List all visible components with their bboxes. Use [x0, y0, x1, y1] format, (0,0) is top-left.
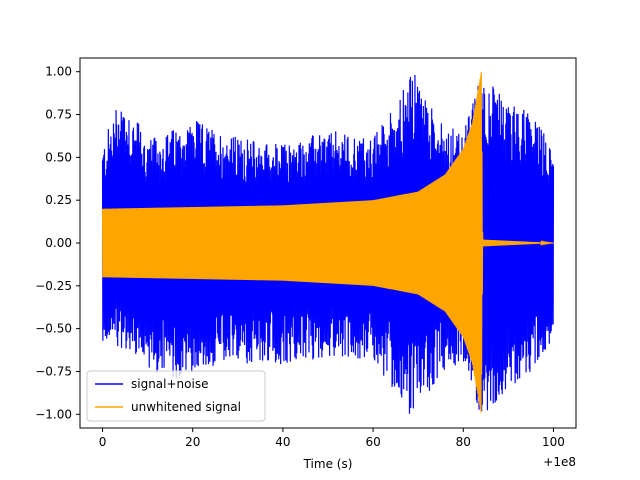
y-tick-label: 0.00 — [45, 236, 72, 250]
series-layer — [101, 71, 555, 414]
x-offset-label: +1e8 — [543, 455, 576, 469]
x-axis-label: Time (s) — [303, 457, 353, 471]
x-tick-label: 0 — [99, 435, 107, 449]
y-tick-label: −0.75 — [35, 364, 72, 378]
axes-layer: 0 20 40 60 80 100 −1.00 −0.75 −0.50 −0.25 0.00 0.25… — [35, 57, 577, 449]
legend-label-signal-noise: signal+noise — [131, 377, 208, 391]
x-tick-label: 20 — [185, 435, 200, 449]
y-tick-label: 0.50 — [45, 150, 72, 164]
y-tick-label: 0.25 — [45, 193, 72, 207]
x-tick-label: 40 — [275, 435, 290, 449]
x-tick-label: 100 — [542, 435, 565, 449]
x-tick-label: 80 — [456, 435, 471, 449]
series-line-unwhitened-signal — [101, 71, 554, 413]
legend: signal+noise unwhitened signal — [86, 370, 266, 422]
y-tick-label: −0.25 — [35, 279, 72, 293]
y-tick-label: 1.00 — [45, 65, 72, 79]
y-tick-label: −1.00 — [35, 407, 72, 421]
legend-label-unwhitened-signal: unwhitened signal — [131, 400, 241, 414]
x-tick-label: 60 — [365, 435, 380, 449]
y-tick-label: −0.50 — [35, 322, 72, 336]
legend-frame — [86, 370, 266, 422]
y-tick-label: 0.75 — [45, 108, 72, 122]
